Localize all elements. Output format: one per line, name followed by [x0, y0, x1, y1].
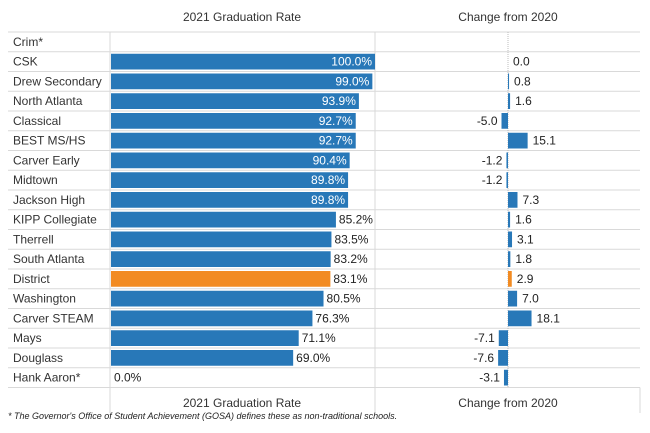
- change-value-label: -5.0: [477, 114, 498, 128]
- change-value-label: 3.1: [517, 232, 534, 246]
- change-bar: [506, 172, 508, 188]
- graduation-value-label: 76.3%: [315, 311, 349, 325]
- change-bar: [508, 211, 511, 228]
- change-value-label: 1.6: [515, 213, 532, 227]
- graduation-bar: [111, 73, 373, 90]
- graduation-bar: [111, 152, 350, 169]
- graduation-value-label: 71.1%: [302, 331, 336, 345]
- change-value-label: 15.1: [533, 134, 557, 148]
- graduation-bar: [111, 172, 349, 188]
- footnote: * The Governor's Office of Student Achie…: [8, 411, 398, 421]
- category-label: Drew Secondary: [13, 74, 102, 88]
- change-bar: [508, 73, 510, 90]
- graduation-bar: [111, 310, 313, 327]
- change-value-label: -3.1: [479, 371, 500, 385]
- graduation-value-label: 100.0%: [331, 55, 372, 69]
- graduation-value-label: 83.1%: [333, 272, 367, 286]
- change-value-label: 18.1: [537, 311, 561, 325]
- footer-graduation-rate: 2021 Graduation Rate: [183, 396, 301, 410]
- graduation-value-label: 99.0%: [335, 74, 369, 88]
- change-value-label: -1.2: [482, 153, 503, 167]
- change-bar: [506, 152, 508, 169]
- change-bar: [498, 350, 508, 366]
- graduation-bar: [111, 192, 349, 208]
- category-label: North Atlanta: [13, 94, 83, 108]
- change-value-label: -7.1: [474, 331, 495, 345]
- graduation-bar: [111, 113, 356, 129]
- change-bar: [508, 310, 532, 327]
- graduation-bar: [111, 93, 359, 109]
- graduation-value-label: 83.2%: [334, 252, 368, 266]
- graduation-value-label: 83.5%: [334, 232, 368, 246]
- graduation-value-label: 92.7%: [319, 114, 353, 128]
- change-bar: [508, 251, 511, 267]
- category-label: Hank Aaron*: [13, 371, 81, 385]
- graduation-bar: [111, 251, 331, 267]
- category-label: CSK: [13, 55, 38, 69]
- change-bar: [508, 132, 528, 149]
- category-label: Carver STEAM: [13, 311, 94, 325]
- category-label: KIPP Collegiate: [13, 213, 97, 227]
- graduation-value-label: 89.8%: [311, 193, 345, 207]
- change-value-label: 7.3: [522, 193, 539, 207]
- category-label: Mays: [13, 331, 42, 345]
- category-label: Midtown: [13, 173, 58, 187]
- graduation-value-label: 93.9%: [322, 94, 356, 108]
- change-value-label: 0.8: [514, 74, 531, 88]
- change-value-label: 1.8: [515, 252, 532, 266]
- graduation-value-label: 69.0%: [296, 351, 330, 365]
- change-value-label: -1.2: [482, 173, 503, 187]
- graduation-bar: [111, 330, 299, 346]
- graduation-bar: [111, 132, 356, 149]
- header-graduation-rate: 2021 Graduation Rate: [183, 10, 301, 24]
- category-label: Therrell: [13, 232, 54, 246]
- graduation-bar: [111, 231, 332, 248]
- change-bar: [503, 369, 508, 386]
- footer-change: Change from 2020: [458, 396, 558, 410]
- category-label: Jackson High: [13, 193, 85, 207]
- change-bar: [501, 113, 508, 129]
- graduation-bar: [111, 290, 324, 307]
- graduation-bar: [111, 53, 375, 70]
- graduation-bar: [111, 211, 336, 228]
- change-value-label: 2.9: [517, 272, 534, 286]
- category-label: Crim*: [13, 35, 43, 49]
- change-bar: [508, 93, 511, 109]
- graduation-bar: [111, 271, 331, 287]
- change-value-label: 7.0: [522, 292, 539, 306]
- change-value-label: 0.0: [513, 55, 530, 69]
- category-label: Carver Early: [13, 153, 80, 167]
- graduation-bar: [111, 350, 294, 366]
- header-change: Change from 2020: [458, 10, 558, 24]
- change-bar: [508, 192, 518, 208]
- graduation-value-label: 80.5%: [327, 292, 361, 306]
- category-label: Classical: [13, 114, 61, 128]
- category-label: BEST MS/HS: [13, 134, 85, 148]
- category-label: Washington: [13, 292, 76, 306]
- change-bar: [508, 271, 512, 287]
- change-value-label: -7.6: [473, 351, 494, 365]
- change-bar: [498, 330, 508, 346]
- category-label: Douglass: [13, 351, 63, 365]
- graduation-value-label: 85.2%: [339, 213, 373, 227]
- graduation-value-label: 89.8%: [311, 173, 345, 187]
- category-label: South Atlanta: [13, 252, 85, 266]
- category-label: District: [13, 272, 50, 286]
- graduation-value-label: 0.0%: [114, 371, 142, 385]
- graduation-value-label: 92.7%: [319, 134, 353, 148]
- change-bar: [508, 290, 518, 307]
- change-value-label: 1.6: [515, 94, 532, 108]
- change-bar: [508, 231, 513, 248]
- graduation-value-label: 90.4%: [313, 153, 347, 167]
